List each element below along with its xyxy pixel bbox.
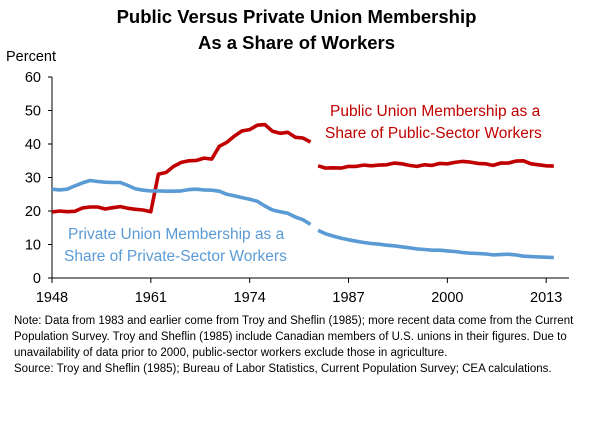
y-tick-label: 30	[25, 171, 41, 187]
chart-title-line-1: Public Versus Private Union Membership	[116, 6, 477, 27]
note-text: Note: Data from 1983 and earlier come fr…	[14, 315, 574, 359]
y-tick-label: 0	[33, 271, 41, 287]
private-series-label-line-2: Share of Private-Sector Workers	[64, 248, 287, 265]
x-tick-label: 1974	[234, 290, 266, 306]
x-tick-label: 2000	[431, 290, 463, 306]
chart-notes: Note: Data from 1983 and earlier come fr…	[14, 313, 584, 377]
y-tick-label: 50	[25, 104, 41, 120]
public-series-label-line-2: Share of Public-Sector Workers	[325, 125, 542, 142]
y-tick-label: 10	[25, 238, 41, 254]
chart-title-line-2: As a Share of Workers	[197, 32, 396, 53]
chart-title: Public Versus Private Union Membership A…	[0, 4, 593, 56]
y-tick-label: 60	[25, 70, 41, 86]
y-tick-label: 40	[25, 137, 41, 153]
private-series-line-segment-2	[317, 228, 554, 260]
y-axis-title: Percent	[6, 49, 56, 65]
x-tick-label: 2013	[530, 290, 562, 306]
public-series-label-line-1: Public Union Membership as a	[330, 103, 541, 120]
y-tick-label: 20	[25, 204, 41, 220]
public-series-line-segment-1	[51, 122, 312, 214]
x-tick-label: 1961	[135, 290, 167, 306]
x-tick-label: 1948	[36, 290, 68, 306]
x-tick-label: 1987	[332, 290, 364, 306]
private-series-label-line-1: Private Union Membership as a	[68, 226, 285, 243]
source-text: Source: Troy and Sheflin (1985); Bureau …	[14, 363, 552, 375]
public-series-line-segment-2	[317, 159, 554, 170]
line-chart: 0 10 20 30 40 50 60 1948 1961 1974 1987 2000 2013 Per…	[6, 49, 569, 306]
private-series-line-segment-1	[51, 178, 312, 226]
